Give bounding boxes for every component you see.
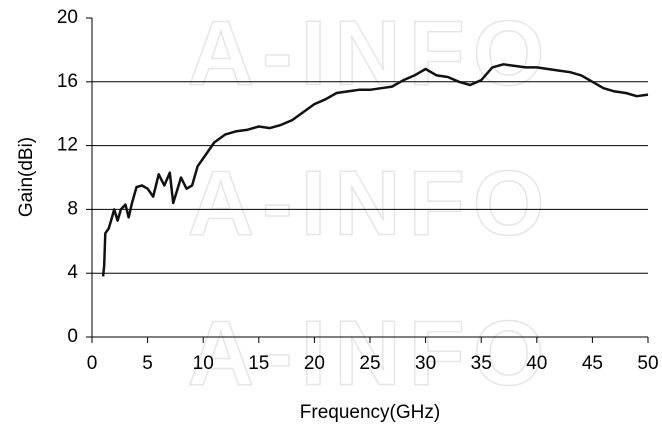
x-tick-label: 5: [142, 353, 153, 374]
x-tick-label: 40: [526, 353, 547, 374]
y-tick-label: 16: [57, 71, 78, 92]
y-tick-label: 8: [67, 198, 78, 219]
watermark: A-INFO: [188, 2, 553, 104]
y-tick-label: 4: [67, 262, 78, 283]
x-tick-label: 15: [248, 353, 269, 374]
x-tick-label: 0: [87, 353, 98, 374]
data-line: [101, 63, 649, 277]
x-tick-label: 35: [471, 353, 492, 374]
x-tick-label: 25: [359, 353, 380, 374]
watermark: A-INFO: [188, 152, 553, 254]
y-tick-label: 12: [57, 135, 78, 156]
x-tick-label: 10: [193, 353, 214, 374]
y-axis-label: Gain(dBi): [16, 137, 37, 217]
x-tick-label: 45: [582, 353, 603, 374]
y-tick-label: 0: [67, 326, 78, 347]
x-axis-label: Frequency(GHz): [300, 402, 440, 423]
watermark: A-INFO: [188, 302, 553, 404]
y-tick-label: 20: [57, 7, 78, 28]
x-tick-label: 50: [637, 353, 658, 374]
x-tick-label: 20: [304, 353, 325, 374]
x-tick-label: 30: [415, 353, 436, 374]
